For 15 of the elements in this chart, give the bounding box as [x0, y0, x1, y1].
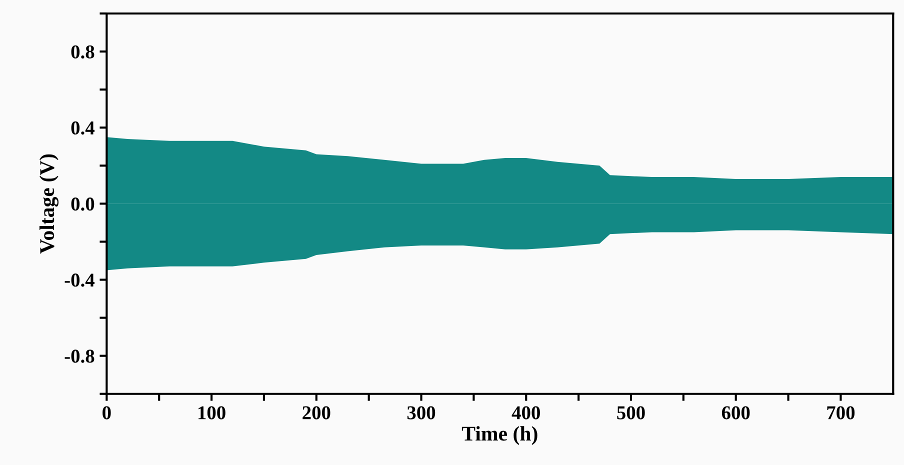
x-tick-label: 400 [512, 406, 540, 420]
x-tick-label: 100 [198, 406, 226, 420]
y-tick-label: 0.8 [71, 45, 94, 59]
y-tick-label: -0.4 [64, 274, 95, 287]
x-tick-label: 0 [102, 406, 111, 420]
x-tick-label: 700 [827, 406, 855, 420]
y-tick-label: 0.4 [71, 121, 95, 135]
y-tick-label: 0.0 [71, 197, 94, 211]
y-axis-title: Voltage (V) [39, 154, 59, 254]
x-tick-label: 300 [407, 406, 436, 420]
x-tick-label: 200 [302, 406, 330, 420]
x-tick-label: 500 [617, 406, 645, 420]
y-tick-label: -0.8 [64, 350, 94, 363]
x-tick-label: 600 [722, 406, 750, 420]
x-axis-title: Time (h) [462, 426, 538, 445]
